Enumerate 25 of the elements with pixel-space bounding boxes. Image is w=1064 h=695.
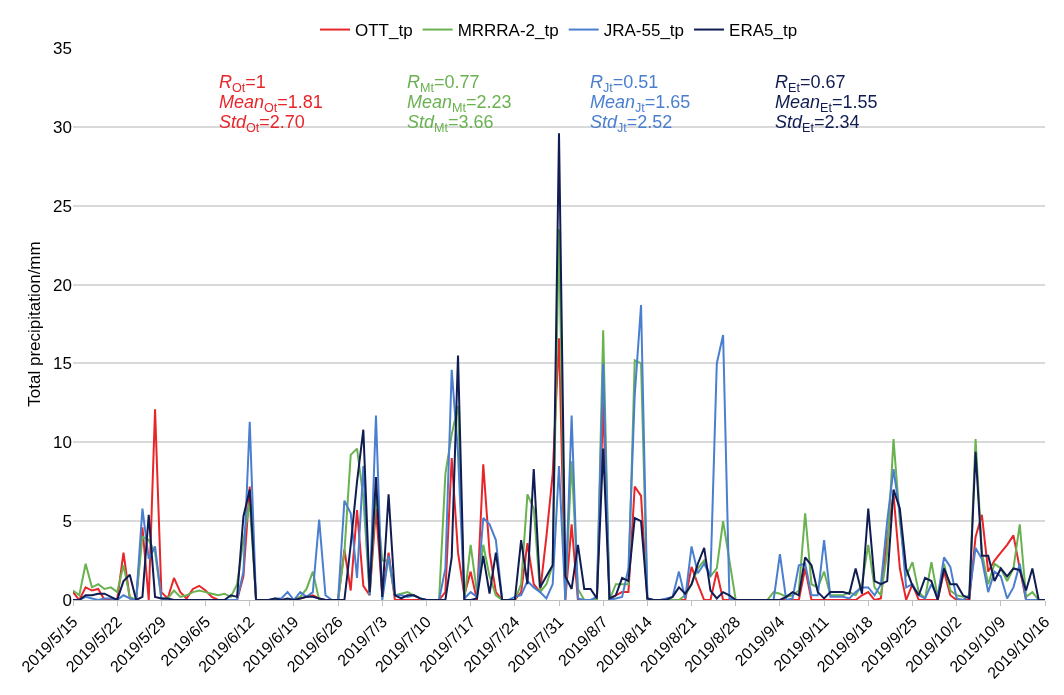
annotation: R$_{Et}$=0.67 <box>775 72 846 95</box>
y-tick-label: 35 <box>53 38 72 58</box>
y-tick-label: 20 <box>53 275 72 295</box>
y-tick-label: 0 <box>62 590 72 610</box>
annotation: Std$_{Jt}$=2.52 <box>590 112 673 135</box>
legend-label: MRRRA-2_tp <box>457 21 559 41</box>
y-tick-label: 5 <box>62 512 72 532</box>
annotation: R$_{Mt}$=0.77 <box>407 72 480 95</box>
annotation: R$_{Jt}$=0.51 <box>590 72 659 95</box>
y-tick-label: 25 <box>53 196 72 216</box>
annotation: Mean$_{Jt}$=1.65 <box>590 92 691 115</box>
annotation: Mean$_{Mt}$=2.23 <box>407 92 512 115</box>
annotation: Mean$_{Et}$=1.55 <box>775 92 878 115</box>
y-tick-label: 30 <box>53 117 72 137</box>
legend-label: ERA5_tp <box>729 21 798 41</box>
legend-label: JRA-55_tp <box>603 21 685 41</box>
annotation: Mean$_{Ot}$=1.81 <box>219 92 323 115</box>
legend-label: OTT_tp <box>355 21 413 41</box>
annotation: Std$_{Mt}$=3.66 <box>407 112 494 135</box>
annotation: R$_{Ot}$=1 <box>219 72 266 95</box>
annotation: Std$_{Et}$=2.34 <box>775 112 860 135</box>
y-tick-label: 10 <box>53 433 72 453</box>
y-axis-title: Total precipitation/mm <box>24 241 44 407</box>
annotation: Std$_{Ot}$=2.70 <box>219 112 305 135</box>
y-tick-label: 15 <box>53 354 72 374</box>
